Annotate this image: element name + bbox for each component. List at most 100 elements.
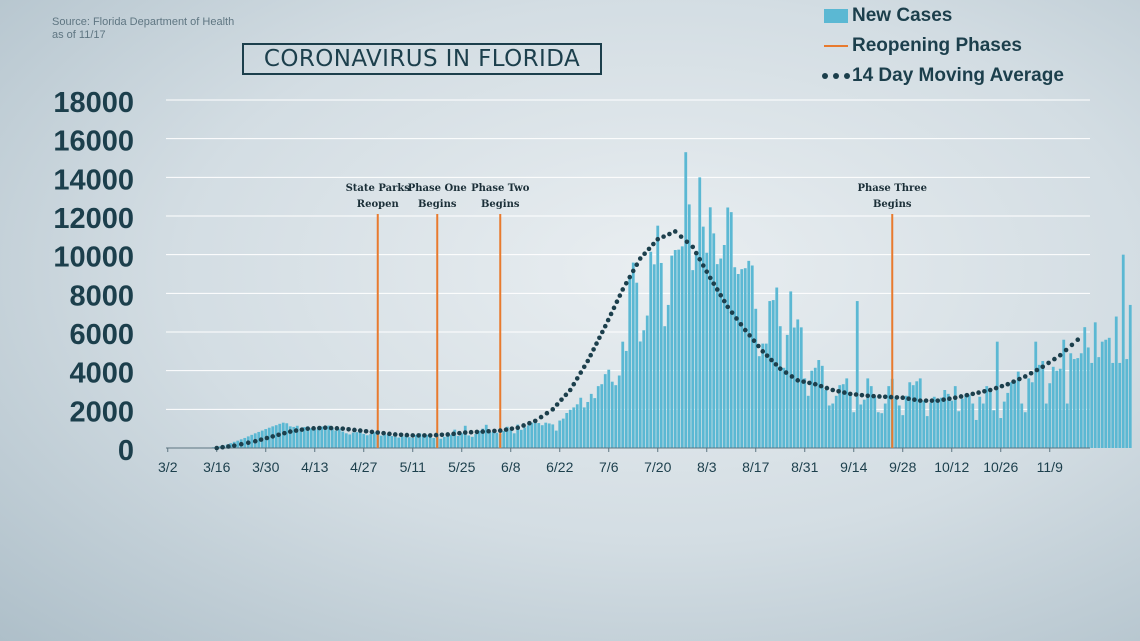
bar — [1037, 364, 1041, 448]
average-dot — [492, 428, 497, 434]
x-tick-label: 9/28 — [889, 459, 916, 475]
x-tick-label: 6/8 — [501, 459, 521, 475]
bar — [351, 432, 355, 448]
average-dot — [617, 293, 623, 298]
average-dot — [317, 425, 322, 431]
average-dot — [769, 357, 774, 363]
bar — [411, 437, 415, 448]
average-dot — [299, 427, 305, 432]
average-dot — [947, 396, 952, 402]
average-dot — [678, 234, 684, 239]
bar — [390, 436, 394, 448]
bar — [309, 428, 313, 448]
bar — [729, 212, 733, 448]
bar — [841, 384, 845, 448]
bar — [267, 427, 271, 448]
bar — [985, 386, 989, 448]
average-dot — [917, 398, 923, 403]
x-tick-label: 6/22 — [546, 459, 573, 475]
average-dot — [690, 244, 696, 250]
average-dot — [357, 428, 363, 433]
bar — [635, 282, 639, 448]
average-dot — [527, 420, 532, 426]
bar — [593, 398, 597, 448]
bar — [719, 258, 723, 448]
average-dot — [571, 381, 577, 387]
bar — [603, 374, 607, 448]
average-dot — [760, 349, 766, 354]
bar — [988, 391, 992, 448]
average-dot — [1063, 347, 1069, 353]
bar — [477, 430, 481, 448]
bar — [523, 427, 527, 448]
bar — [677, 249, 681, 448]
bar — [274, 425, 278, 448]
x-tick-label: 7/20 — [644, 459, 671, 475]
bar — [414, 435, 418, 448]
average-dot — [667, 231, 672, 237]
bar — [726, 207, 730, 448]
bar — [453, 429, 457, 448]
source-note: Source: Florida Department of Health as … — [52, 16, 234, 42]
bar — [1009, 382, 1013, 448]
bar — [1125, 359, 1129, 448]
average-dot — [486, 428, 491, 434]
phase-label: Begins — [418, 199, 457, 210]
bar — [421, 434, 425, 448]
bar — [631, 262, 635, 448]
bar — [362, 433, 366, 448]
average-dot — [764, 353, 770, 358]
average-dot — [704, 269, 710, 274]
bar — [442, 436, 446, 448]
average-dot — [594, 341, 599, 346]
bar — [873, 396, 877, 448]
bar — [1097, 357, 1101, 448]
average-dot — [888, 394, 894, 400]
x-tick-label: 8/17 — [742, 459, 769, 475]
bar — [446, 433, 450, 448]
average-dot — [912, 397, 917, 402]
bar — [803, 378, 807, 448]
bar — [733, 267, 737, 448]
bar — [355, 432, 359, 448]
bar — [610, 381, 614, 448]
bar — [218, 446, 222, 448]
bar — [743, 268, 747, 448]
bar — [1013, 380, 1017, 448]
bar — [810, 370, 814, 448]
bar — [470, 436, 474, 448]
bar — [834, 395, 838, 448]
average-dot — [532, 418, 538, 424]
average-dot — [559, 397, 564, 402]
bar — [1083, 327, 1087, 448]
average-dot — [398, 432, 404, 438]
average-dot — [906, 396, 911, 402]
bar — [1020, 403, 1024, 448]
bar — [792, 327, 796, 448]
bar — [1069, 353, 1073, 448]
average-dot — [1011, 379, 1016, 384]
bar — [824, 390, 828, 448]
bar — [876, 412, 880, 448]
bar — [344, 433, 348, 448]
bar — [764, 343, 768, 448]
bar — [302, 427, 306, 448]
bar — [771, 300, 775, 448]
bar — [911, 385, 915, 448]
bar — [537, 423, 541, 448]
bar — [1002, 401, 1006, 448]
average-dot — [439, 432, 445, 438]
phase-label: Begins — [481, 199, 520, 210]
average-dot — [578, 370, 584, 375]
x-tick-label: 10/12 — [934, 459, 969, 475]
bar — [880, 413, 884, 448]
average-dot — [282, 430, 287, 436]
average-dot — [563, 392, 569, 398]
average-dot — [711, 281, 717, 286]
average-dot — [976, 390, 981, 395]
bar — [316, 427, 320, 448]
bar — [922, 400, 926, 448]
bar — [866, 378, 870, 448]
bar — [418, 433, 422, 448]
average-dot — [836, 388, 841, 394]
